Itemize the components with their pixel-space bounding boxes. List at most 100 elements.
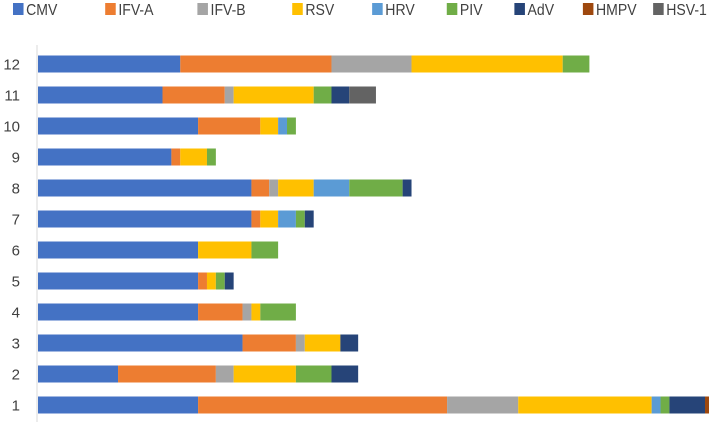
legend-swatch bbox=[653, 3, 664, 15]
bar-hrv-row-10 bbox=[278, 117, 288, 135]
bar-cmv-row-9 bbox=[38, 148, 172, 166]
bar-piv-row-10 bbox=[287, 117, 296, 135]
bar-cmv-row-2 bbox=[38, 365, 119, 383]
bar-rsv-row-1 bbox=[518, 396, 652, 414]
bar-hmpv-row-1 bbox=[705, 396, 709, 414]
legend-swatch bbox=[582, 3, 594, 15]
bar-piv-row-12 bbox=[562, 55, 590, 73]
legend-item-ifv-b: IFV-B bbox=[197, 1, 246, 19]
bar-ifv-a-row-7 bbox=[251, 210, 261, 228]
bar-ifv-b-row-3 bbox=[295, 334, 305, 352]
bar-cmv-row-4 bbox=[38, 303, 199, 321]
bar-piv-row-7 bbox=[295, 210, 305, 228]
bar-ifv-b-row-4 bbox=[242, 303, 252, 321]
legend-item-adv: AdV bbox=[514, 1, 554, 19]
bar-rsv-row-12 bbox=[411, 55, 563, 73]
bar-hrv-row-8 bbox=[313, 179, 350, 197]
bar-hrv-row-7 bbox=[278, 210, 296, 228]
y-tick-label: 11 bbox=[4, 88, 20, 105]
bar-ifv-a-row-11 bbox=[162, 86, 225, 104]
bar-ifv-a-row-4 bbox=[198, 303, 243, 321]
bar-adv-row-7 bbox=[304, 210, 314, 228]
bar-adv-row-1 bbox=[669, 396, 705, 414]
bar-adv-row-2 bbox=[331, 365, 359, 383]
bar-rsv-row-3 bbox=[304, 334, 341, 352]
bar-ifv-a-row-3 bbox=[242, 334, 296, 352]
bar-adv-row-5 bbox=[224, 272, 234, 290]
chart-legend: CMV IFV-A IFV-B RSV HRV PIV AdV HMPV HSV-1 bbox=[12, 1, 707, 19]
bar-ifv-b-row-1 bbox=[447, 396, 519, 414]
legend-item-cmv: CMV bbox=[12, 1, 57, 19]
legend-swatch bbox=[514, 3, 525, 15]
bar-ifv-a-row-5 bbox=[198, 272, 207, 290]
y-tick-label: 2 bbox=[12, 367, 20, 384]
bar-rsv-row-11 bbox=[233, 86, 314, 104]
bar-ifv-b-row-8 bbox=[269, 179, 279, 197]
bar-piv-row-5 bbox=[215, 272, 225, 290]
bar-piv-row-2 bbox=[295, 365, 332, 383]
legend-label: IFV-B bbox=[211, 1, 246, 19]
legend-label: CMV bbox=[26, 1, 57, 19]
bar-adv-row-8 bbox=[402, 179, 412, 197]
y-tick-label: 8 bbox=[12, 181, 20, 198]
legend-item-hsv-1: HSV-1 bbox=[653, 1, 707, 19]
bar-rsv-row-4 bbox=[251, 303, 261, 321]
bar-piv-row-8 bbox=[349, 179, 403, 197]
y-tick-label: 7 bbox=[12, 212, 20, 229]
legend-item-hmpv: HMPV bbox=[582, 1, 637, 19]
legend-item-hrv: HRV bbox=[372, 1, 415, 19]
legend-label: HRV bbox=[385, 1, 414, 19]
bar-cmv-row-7 bbox=[38, 210, 252, 228]
legend-swatch bbox=[446, 3, 458, 15]
y-tick-label: 1 bbox=[12, 398, 20, 415]
bar-piv-row-6 bbox=[251, 241, 279, 259]
legend-label: AdV bbox=[528, 1, 555, 19]
y-tick-label: 3 bbox=[12, 336, 20, 353]
legend-label: HSV-1 bbox=[666, 1, 707, 19]
bar-cmv-row-12 bbox=[38, 55, 181, 73]
bar-cmv-row-6 bbox=[38, 241, 199, 259]
legend-label: RSV bbox=[305, 1, 334, 19]
legend-swatch bbox=[105, 3, 116, 15]
legend-swatch bbox=[292, 3, 303, 15]
y-tick-label: 4 bbox=[12, 305, 20, 322]
bar-rsv-row-5 bbox=[206, 272, 216, 290]
bar-ifv-a-row-10 bbox=[198, 117, 261, 135]
bar-rsv-row-9 bbox=[180, 148, 207, 166]
bar-hrv-row-1 bbox=[651, 396, 661, 414]
bar-cmv-row-3 bbox=[38, 334, 243, 352]
legend-item-ifv-a: IFV-A bbox=[105, 1, 153, 19]
bar-ifv-b-row-2 bbox=[215, 365, 234, 383]
legend-swatch bbox=[372, 3, 383, 15]
y-tick-label: 5 bbox=[12, 274, 20, 291]
bar-hsv-1-row-11 bbox=[349, 86, 376, 104]
legend-swatch bbox=[197, 3, 208, 15]
y-tick-label: 6 bbox=[12, 243, 20, 260]
legend-label: PIV bbox=[460, 1, 483, 19]
bar-rsv-row-7 bbox=[260, 210, 279, 228]
bar-cmv-row-5 bbox=[38, 272, 199, 290]
bar-ifv-b-row-11 bbox=[224, 86, 234, 104]
bar-piv-row-4 bbox=[260, 303, 296, 321]
bar-rsv-row-6 bbox=[198, 241, 252, 259]
y-tick-label: 10 bbox=[3, 119, 20, 136]
bar-ifv-a-row-2 bbox=[118, 365, 216, 383]
bar-piv-row-11 bbox=[313, 86, 332, 104]
legend-label: IFV-A bbox=[118, 1, 153, 19]
bar-rsv-row-2 bbox=[233, 365, 296, 383]
bar-cmv-row-11 bbox=[38, 86, 163, 104]
bar-cmv-row-8 bbox=[38, 179, 252, 197]
bar-cmv-row-1 bbox=[38, 396, 199, 414]
bar-rsv-row-10 bbox=[260, 117, 279, 135]
bar-ifv-a-row-1 bbox=[198, 396, 448, 414]
bar-adv-row-3 bbox=[340, 334, 359, 352]
bar-adv-row-11 bbox=[331, 86, 350, 104]
bar-ifv-a-row-9 bbox=[171, 148, 181, 166]
bar-area bbox=[38, 55, 709, 414]
y-tick-label: 9 bbox=[12, 150, 20, 167]
bar-ifv-a-row-12 bbox=[180, 55, 332, 73]
bar-ifv-a-row-8 bbox=[251, 179, 270, 197]
bar-ifv-b-row-12 bbox=[331, 55, 412, 73]
